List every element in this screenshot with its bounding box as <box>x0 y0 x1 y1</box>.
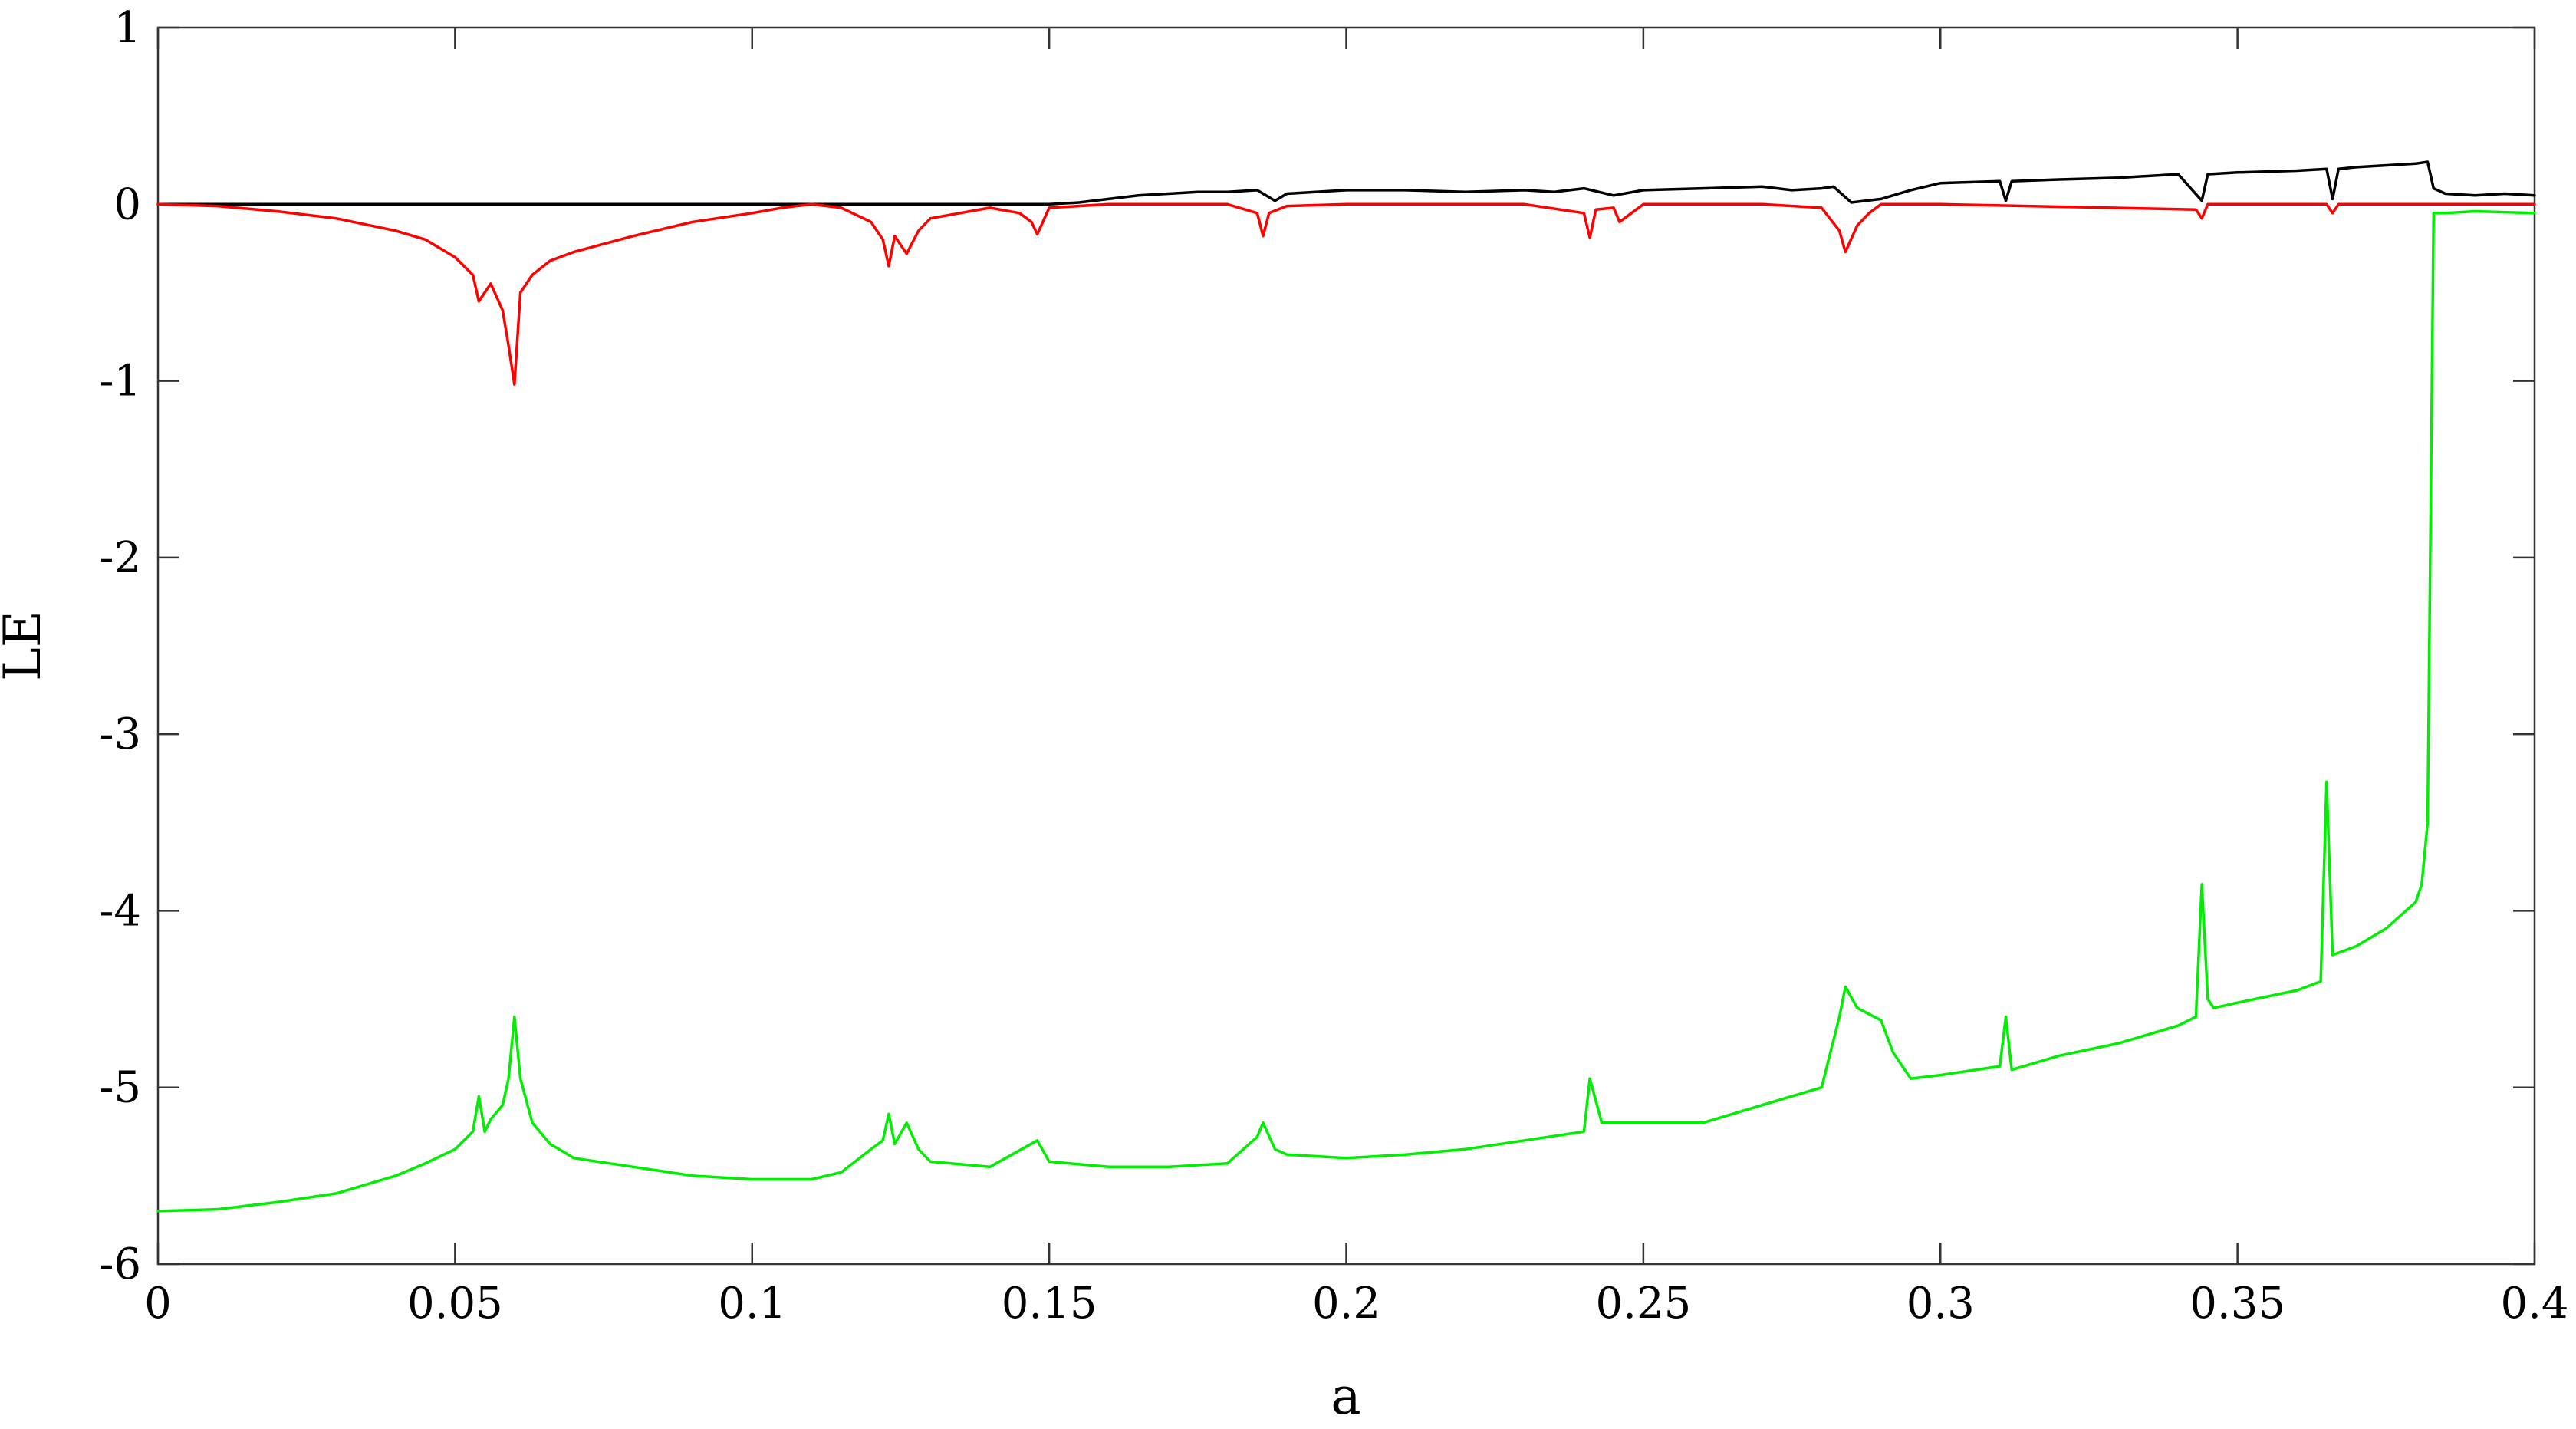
x-tick-label: 0.05 <box>407 1279 503 1329</box>
series-line-black <box>156 160 2536 206</box>
y-tick-label: -4 <box>99 886 141 936</box>
x-tick-label: 0.25 <box>1596 1279 1692 1329</box>
x-tick-labels: 0 0.05 0.1 0.15 0.2 0.25 0.3 0.35 0.4 <box>144 1279 2568 1329</box>
x-tick-label: 0.3 <box>1907 1279 1975 1329</box>
y-tick-label: -5 <box>99 1063 141 1113</box>
plot-frame <box>156 26 2536 1266</box>
x-tick-label: 0 <box>144 1279 172 1329</box>
x-tick-label: 0.4 <box>2500 1279 2568 1329</box>
y-tick-label: 1 <box>114 3 141 53</box>
x-tick-label: 0.1 <box>718 1279 786 1329</box>
y-axis-label: LE <box>0 611 52 681</box>
series-line-red <box>156 202 2536 386</box>
x-axis-label: a <box>1331 1367 1360 1425</box>
data-series <box>156 160 2536 1213</box>
y-tick-label: -3 <box>99 710 141 759</box>
y-tick-labels: 1 0 -1 -2 -3 -4 -5 -6 <box>99 3 141 1289</box>
y-tick-label: -2 <box>99 533 141 583</box>
y-tick-label: 0 <box>114 179 141 229</box>
x-tick-label: 0.35 <box>2189 1279 2285 1329</box>
x-tick-label: 0.2 <box>1312 1279 1380 1329</box>
y-tick-label: -1 <box>99 357 141 407</box>
y-tick-label: -6 <box>99 1240 141 1289</box>
axis-ticks <box>156 26 2536 1266</box>
x-tick-label: 0.15 <box>1002 1279 1097 1329</box>
series-line-green <box>156 209 2536 1213</box>
